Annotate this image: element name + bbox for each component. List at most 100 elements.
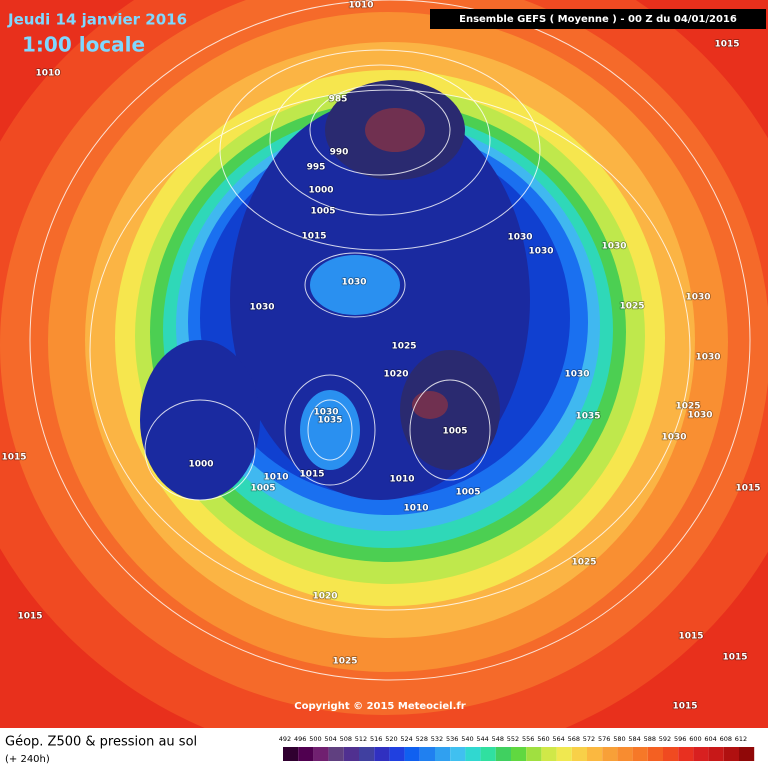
isobar-label: 1005: [442, 427, 467, 437]
scale-swatch: [602, 747, 618, 761]
scale-label: 524: [400, 735, 412, 743]
isobar-label: 1030: [695, 353, 720, 363]
scale-swatch: [283, 747, 299, 761]
scale-swatch: [632, 747, 648, 761]
isobar-label: 1025: [391, 342, 416, 352]
time: 1:00 locale: [22, 33, 145, 57]
scale-swatch: [556, 747, 572, 761]
scale-label: 520: [385, 735, 397, 743]
isobar-label: 1015: [714, 40, 739, 50]
scale-swatch: [298, 747, 314, 761]
model: Ensemble GEFS ( Moyenne ) - 00 Z du 04/0…: [459, 14, 737, 25]
scale-swatch: [404, 747, 420, 761]
scale-swatch: [374, 747, 390, 761]
scale-swatch: [663, 747, 679, 761]
isobar-label: 1030: [313, 408, 338, 418]
color-scale: 492 496 500 504 508 512 516 520 524 528 532 536 540 5…: [279, 735, 755, 761]
isobar-label: 1030: [601, 242, 626, 252]
scale-swatch: [723, 747, 739, 761]
model-box: [430, 9, 766, 29]
isobar-label: 1015: [722, 653, 747, 663]
scale-swatch: [541, 747, 557, 761]
isobar-label: 1030: [687, 411, 712, 421]
isobar-label: 1035: [317, 416, 342, 426]
scale-label: 548: [492, 735, 504, 743]
scale-swatch: [739, 747, 755, 761]
scale-swatch: [419, 747, 435, 761]
scale-label: 504: [324, 735, 336, 743]
scale-label: 536: [446, 735, 458, 743]
scale-label: 492: [279, 735, 291, 743]
footer-title: Géop. Z500 & pression au sol: [5, 735, 197, 750]
isobar-label: 1020: [312, 592, 337, 602]
scale-label: 612: [735, 735, 747, 743]
scale-swatch: [480, 747, 496, 761]
scale-label: 560: [537, 735, 549, 743]
isobar-label: 985: [329, 95, 348, 105]
isobar-label: 1005: [310, 207, 335, 217]
isobar-label: 1010: [348, 1, 373, 11]
scale-label: 528: [416, 735, 428, 743]
scale-swatch: [708, 747, 724, 761]
scale-swatch: [571, 747, 587, 761]
scale-swatch: [450, 747, 466, 761]
scale-swatch: [389, 747, 405, 761]
copyright: Copyright © 2015 Meteociel.fr: [294, 701, 465, 712]
scale-swatch: [465, 747, 481, 761]
isobar-label: 1015: [678, 632, 703, 642]
isobar-label: 1015: [301, 232, 326, 242]
scale-swatch: [435, 747, 451, 761]
scale-label: 508: [340, 735, 352, 743]
scale-label: 592: [659, 735, 671, 743]
isobar-label: 1030: [507, 233, 532, 243]
isobar-label: 1025: [675, 402, 700, 412]
isobar-label: 1025: [619, 302, 644, 312]
scale-label: 572: [583, 735, 595, 743]
scale-label: 532: [431, 735, 443, 743]
scale-label: 544: [476, 735, 488, 743]
isobar-label: 1010: [263, 473, 288, 483]
scale-label: 568: [568, 735, 580, 743]
isobar-label: 1010: [35, 69, 60, 79]
scale-swatch: [343, 747, 359, 761]
isobar-label: 1030: [564, 370, 589, 380]
scale-swatch: [313, 747, 329, 761]
scale-swatch: [328, 747, 344, 761]
isobar-label: 1030: [249, 303, 274, 313]
isobar-label: 1010: [389, 475, 414, 485]
isobar-label: 1010: [403, 504, 428, 514]
isobar-label: 1015: [299, 470, 324, 480]
scale-label: 588: [644, 735, 656, 743]
scale-label: 540: [461, 735, 473, 743]
isobars: [29, 0, 751, 681]
scale-label: 512: [355, 735, 367, 743]
scale-label: 600: [689, 735, 701, 743]
footer-lead: (+ 240h): [5, 754, 50, 765]
scale-label: 584: [628, 735, 640, 743]
scale-label: 604: [704, 735, 716, 743]
date: Jeudi 14 janvier 2016: [7, 11, 187, 29]
scale-swatch: [359, 747, 375, 761]
scale-label: 500: [309, 735, 321, 743]
scale-swatch: [587, 747, 603, 761]
scale-swatch: [693, 747, 709, 761]
scale-swatch: [678, 747, 694, 761]
isobar-label: 1030: [528, 247, 553, 257]
scale-swatch: [526, 747, 542, 761]
scale-label: 580: [613, 735, 625, 743]
isobar-label: 1005: [250, 484, 275, 494]
scale-label: 552: [507, 735, 519, 743]
isobar-label: 1035: [575, 412, 600, 422]
isobar-label: 995: [307, 163, 326, 173]
isobar-label: 990: [330, 148, 349, 158]
isobar-label: 1015: [672, 702, 697, 712]
isobar-label: 1030: [341, 278, 366, 288]
scale-label: 516: [370, 735, 382, 743]
scale-label: 576: [598, 735, 610, 743]
scale-swatch: [495, 747, 511, 761]
isobar-label: 1030: [661, 433, 686, 443]
scale-swatch: [647, 747, 663, 761]
isobar-label: 1030: [685, 293, 710, 303]
